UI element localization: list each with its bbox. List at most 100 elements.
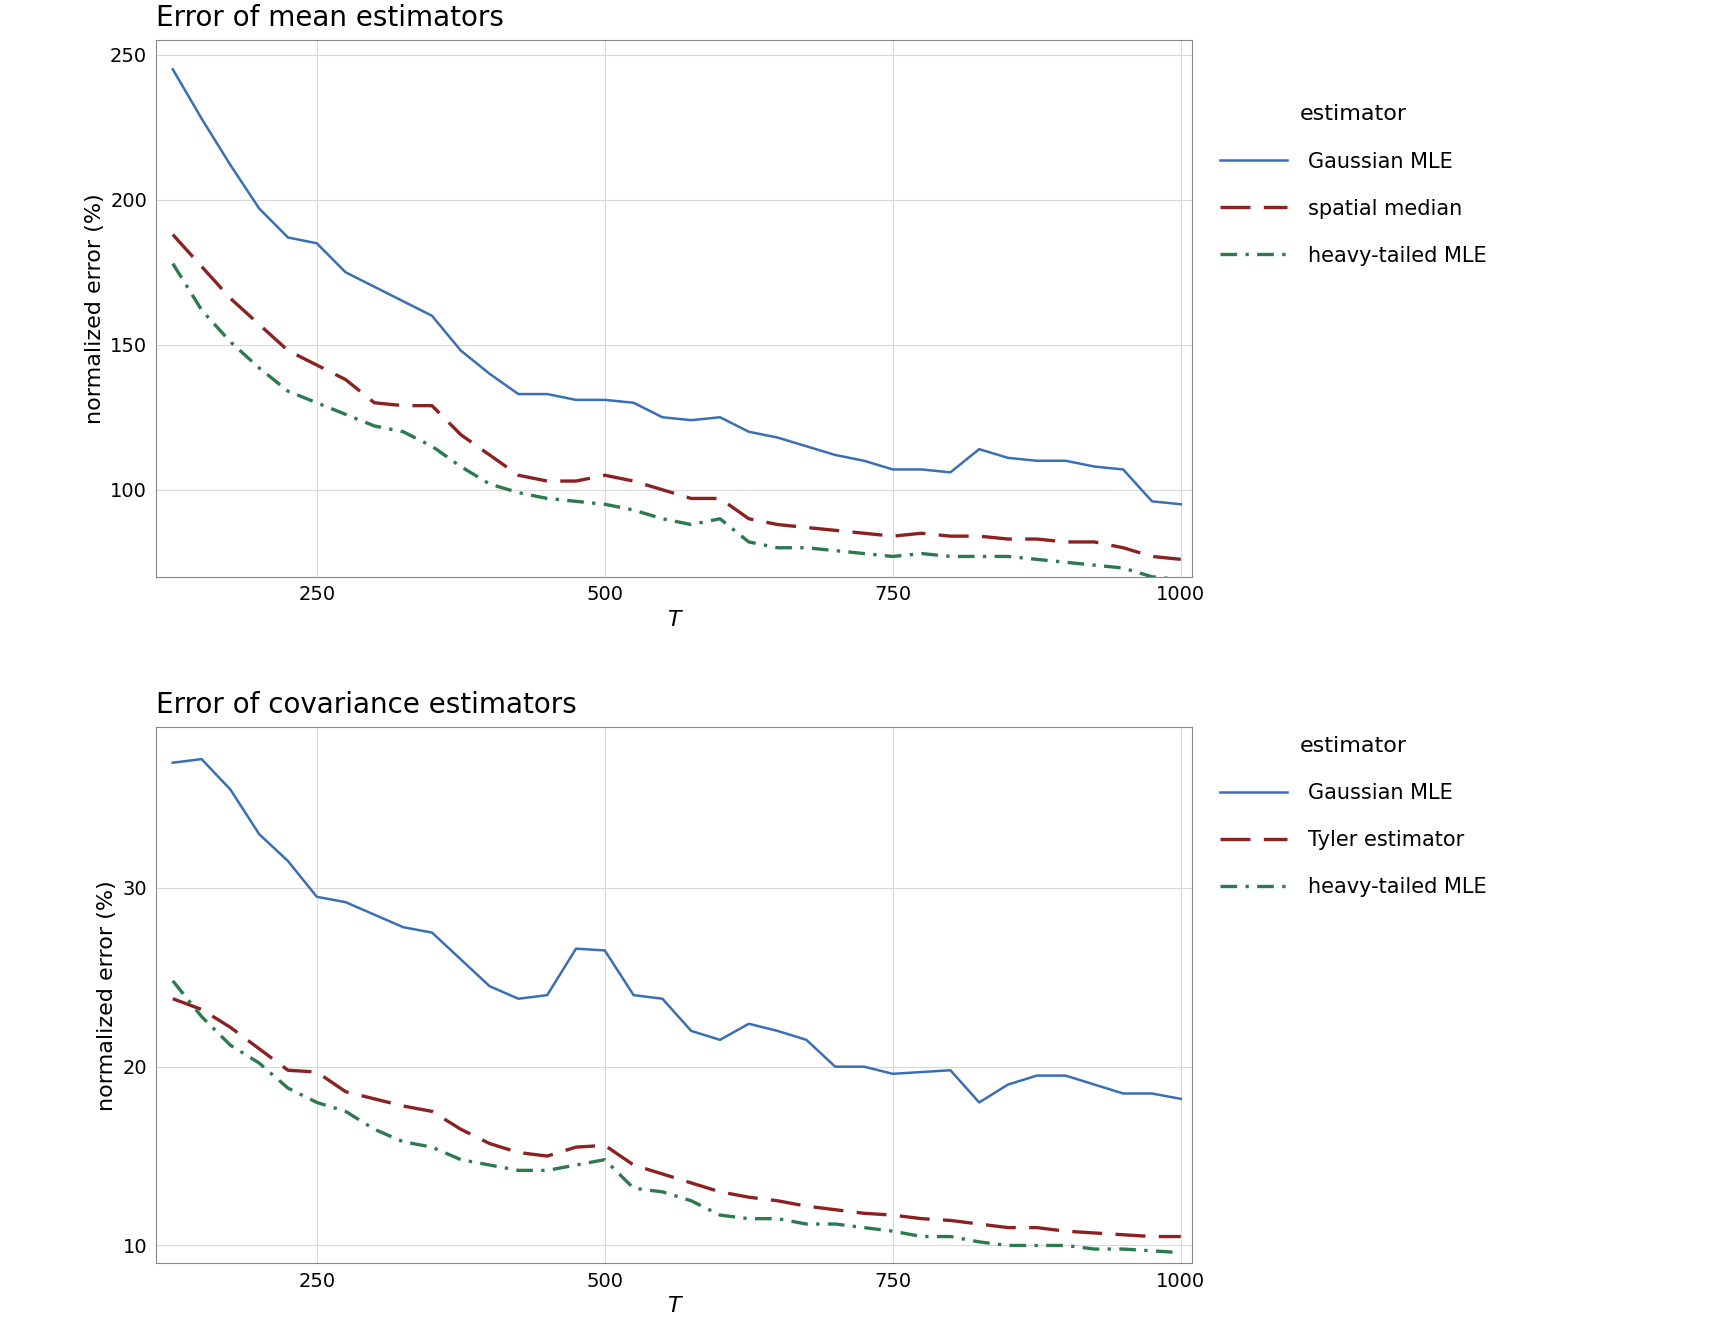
spatial median (335, 371, 356, 387)
spatial median (1056, 534, 1077, 550)
Gaussian MLE (365, 907, 385, 923)
Gaussian MLE (1142, 493, 1163, 509)
Gaussian MLE (306, 235, 327, 251)
spatial median (1026, 531, 1047, 547)
Line: spatial median: spatial median (173, 235, 1180, 559)
heavy-tailed MLE (219, 1038, 240, 1054)
Tyler estimator (710, 1184, 731, 1200)
spatial median (392, 398, 413, 414)
Gaussian MLE (335, 265, 356, 281)
heavy-tailed MLE (278, 1081, 299, 1097)
spatial median (1142, 548, 1163, 564)
heavy-tailed MLE (797, 540, 817, 556)
heavy-tailed MLE (767, 1211, 788, 1227)
Tyler estimator (306, 1064, 327, 1081)
heavy-tailed MLE (883, 548, 904, 564)
heavy-tailed MLE (940, 1228, 961, 1245)
Gaussian MLE (651, 991, 672, 1007)
heavy-tailed MLE (1083, 556, 1104, 573)
heavy-tailed MLE (162, 973, 183, 989)
heavy-tailed MLE (451, 458, 472, 474)
Gaussian MLE (1142, 1086, 1163, 1102)
heavy-tailed MLE (1026, 551, 1047, 567)
Gaussian MLE (854, 1059, 874, 1075)
Gaussian MLE (451, 343, 472, 359)
heavy-tailed MLE (824, 1216, 845, 1232)
Gaussian MLE (681, 1023, 702, 1039)
Tyler estimator (651, 1165, 672, 1181)
Gaussian MLE (162, 754, 183, 770)
Gaussian MLE (422, 308, 442, 324)
spatial median (162, 227, 183, 243)
spatial median (854, 526, 874, 542)
Tyler estimator (249, 1040, 270, 1056)
Gaussian MLE (767, 1023, 788, 1039)
heavy-tailed MLE (192, 1008, 213, 1024)
Tyler estimator (969, 1216, 990, 1232)
Tyler estimator (479, 1136, 499, 1152)
Gaussian MLE (624, 986, 645, 1003)
Tyler estimator (278, 1062, 299, 1078)
heavy-tailed MLE (651, 511, 672, 527)
Gaussian MLE (192, 751, 213, 767)
heavy-tailed MLE (1142, 1243, 1163, 1259)
heavy-tailed MLE (451, 1152, 472, 1168)
Gaussian MLE (710, 1032, 731, 1048)
Gaussian MLE (1083, 1077, 1104, 1093)
Line: heavy-tailed MLE: heavy-tailed MLE (173, 981, 1180, 1253)
Tyler estimator (767, 1192, 788, 1208)
Gaussian MLE (940, 1062, 961, 1078)
Tyler estimator (162, 991, 183, 1007)
Tyler estimator (451, 1121, 472, 1137)
Gaussian MLE (911, 1064, 931, 1081)
heavy-tailed MLE (1083, 1241, 1104, 1257)
Line: Gaussian MLE: Gaussian MLE (173, 70, 1180, 504)
heavy-tailed MLE (278, 383, 299, 399)
Gaussian MLE (508, 991, 529, 1007)
heavy-tailed MLE (624, 503, 645, 519)
heavy-tailed MLE (738, 1211, 759, 1227)
Tyler estimator (335, 1083, 356, 1099)
heavy-tailed MLE (940, 548, 961, 564)
spatial median (537, 473, 558, 489)
Gaussian MLE (365, 278, 385, 294)
Gaussian MLE (451, 952, 472, 968)
Gaussian MLE (710, 409, 731, 425)
spatial median (883, 528, 904, 544)
Gaussian MLE (594, 392, 615, 409)
spatial median (565, 473, 586, 489)
spatial median (997, 531, 1018, 547)
heavy-tailed MLE (479, 476, 499, 492)
Gaussian MLE (883, 1066, 904, 1082)
heavy-tailed MLE (192, 302, 213, 319)
heavy-tailed MLE (508, 1163, 529, 1179)
Gaussian MLE (1026, 453, 1047, 469)
heavy-tailed MLE (219, 333, 240, 349)
spatial median (365, 395, 385, 411)
spatial median (824, 523, 845, 539)
Text: Error of covariance estimators: Error of covariance estimators (156, 691, 575, 719)
spatial median (192, 258, 213, 274)
Tyler estimator (681, 1175, 702, 1191)
heavy-tailed MLE (767, 540, 788, 556)
spatial median (710, 491, 731, 507)
heavy-tailed MLE (392, 423, 413, 439)
Tyler estimator (537, 1148, 558, 1164)
heavy-tailed MLE (594, 496, 615, 512)
Tyler estimator (940, 1212, 961, 1228)
heavy-tailed MLE (738, 534, 759, 550)
spatial median (911, 526, 931, 542)
heavy-tailed MLE (162, 255, 183, 271)
Gaussian MLE (392, 293, 413, 309)
Gaussian MLE (1056, 453, 1077, 469)
Gaussian MLE (392, 919, 413, 935)
Gaussian MLE (681, 413, 702, 429)
spatial median (306, 358, 327, 374)
spatial median (1170, 551, 1191, 567)
Gaussian MLE (219, 781, 240, 797)
Tyler estimator (1056, 1223, 1077, 1239)
Gaussian MLE (1113, 461, 1134, 477)
Tyler estimator (824, 1202, 845, 1218)
Gaussian MLE (738, 423, 759, 439)
heavy-tailed MLE (565, 1157, 586, 1173)
